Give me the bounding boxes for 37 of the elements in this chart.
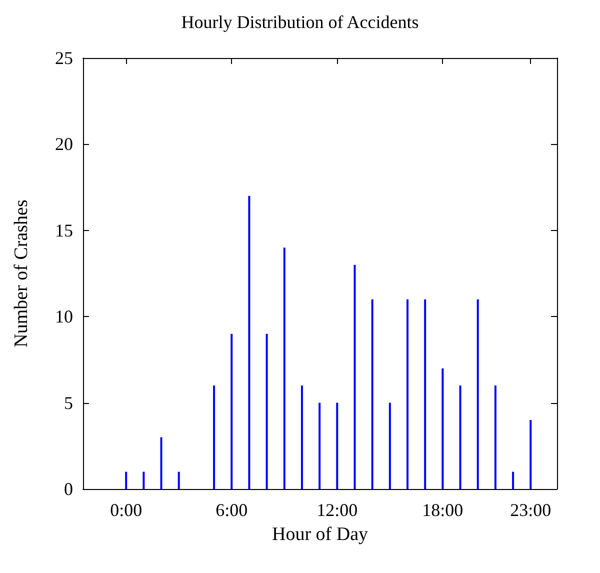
bar: [300, 386, 303, 489]
bar: [459, 386, 462, 489]
bar: [125, 472, 128, 489]
bar: [160, 437, 162, 489]
bar: [442, 368, 444, 489]
x-tick-label: 12:00: [316, 500, 358, 520]
bar: [318, 402, 321, 489]
x-axis-title: Hour of Day: [272, 524, 369, 545]
y-tick-label: 0: [64, 479, 73, 499]
x-tick-label: 6:00: [216, 500, 248, 520]
bar: [178, 472, 180, 489]
bar: [494, 386, 496, 489]
x-tick-label: 0:00: [110, 500, 142, 520]
x-tick-label: 18:00: [422, 500, 464, 520]
bar: [283, 248, 286, 489]
bar: [530, 420, 532, 489]
chart-title: Hourly Distribution of Accidents: [181, 12, 419, 32]
bar: [213, 386, 216, 489]
y-tick-label: 10: [55, 306, 73, 327]
y-tick-label: 20: [55, 134, 73, 154]
x-tick-label: 23:00: [510, 500, 552, 520]
bar: [371, 299, 374, 489]
bar: [424, 299, 426, 489]
bar: [336, 402, 338, 489]
bar: [476, 299, 479, 489]
bar: [230, 334, 233, 489]
y-tick-label: 15: [55, 220, 73, 240]
bar: [354, 264, 356, 489]
bar: [142, 472, 145, 489]
bar: [512, 472, 514, 489]
y-tick-label: 25: [55, 48, 73, 68]
bar: [248, 196, 250, 489]
bar: [266, 334, 268, 489]
bar: [406, 299, 408, 489]
bar: [388, 402, 391, 489]
y-axis-title: Number of Crashes: [11, 200, 32, 348]
y-tick-label: 5: [64, 392, 73, 413]
